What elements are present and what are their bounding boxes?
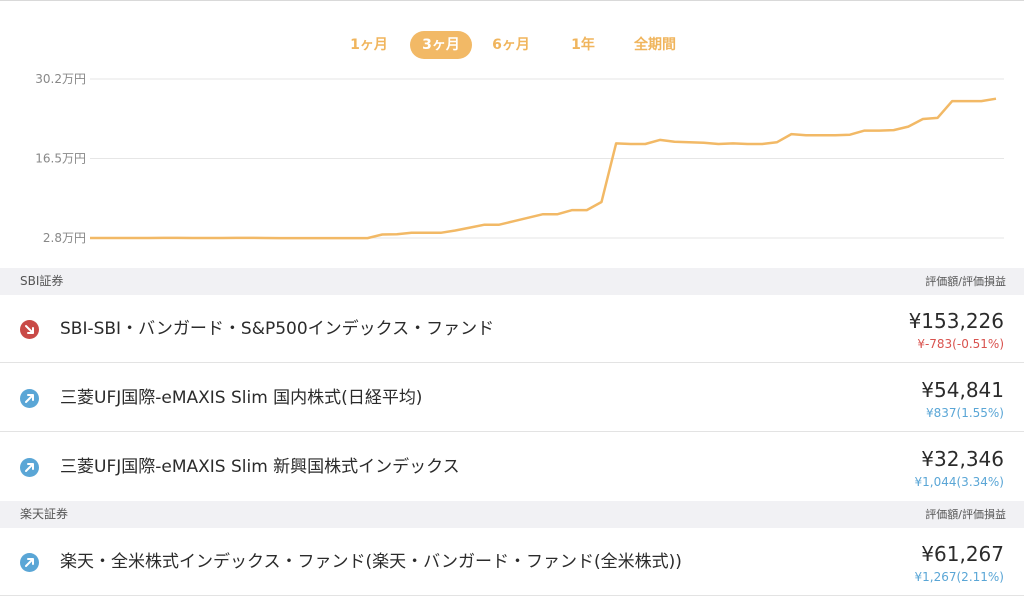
section-header-sbi: SBI証券 評価額/評価損益: [0, 268, 1024, 295]
arrow-up-right-icon: [20, 458, 39, 477]
fund-row[interactable]: 三菱UFJ国際-eMAXIS Slim 新興国株式インデックス ¥32,346 …: [0, 433, 1024, 501]
arrow-up-right-icon: [20, 389, 39, 408]
fund-profit-loss: ¥837(1.55%): [925, 406, 1004, 420]
fund-amount: ¥61,267: [921, 542, 1004, 566]
tab-1-year[interactable]: 1年: [571, 37, 595, 53]
top-divider: [0, 0, 1024, 1]
fund-name: 三菱UFJ国際-eMAXIS Slim 国内株式(日経平均): [60, 388, 423, 408]
row-divider: [0, 431, 1024, 432]
fund-profit-loss: ¥1,044(3.34%): [914, 475, 1004, 489]
fund-row[interactable]: 楽天・全米株式インデックス・ファンド(楽天・バンガード・ファンド(全米株式)) …: [0, 528, 1024, 596]
fund-name: SBI-SBI・バンガード・S&P500インデックス・ファンド: [60, 319, 495, 339]
tab-1-month[interactable]: 1ヶ月: [350, 37, 388, 53]
series-line: [90, 97, 997, 240]
fund-name: 楽天・全米株式インデックス・ファンド(楽天・バンガード・ファンド(全米株式)): [60, 552, 682, 572]
fund-profit-loss: ¥1,267(2.11%): [914, 570, 1004, 584]
fund-amount: ¥153,226: [908, 309, 1004, 333]
fund-amount: ¥54,841: [921, 378, 1004, 402]
column-hint: 評価額/評価損益: [925, 508, 1006, 521]
column-hint: 評価額/評価損益: [925, 275, 1006, 288]
fund-name: 三菱UFJ国際-eMAXIS Slim 新興国株式インデックス: [60, 457, 460, 477]
arrow-down-right-icon: [20, 320, 39, 339]
tab-3-months[interactable]: 3ヶ月: [410, 31, 472, 59]
fund-row[interactable]: SBI-SBI・バンガード・S&P500インデックス・ファンド ¥153,226…: [0, 295, 1024, 363]
y-tick-label: 2.8万円: [43, 231, 86, 245]
arrow-up-right-icon: [20, 553, 39, 572]
section-header-rakuten: 楽天証券 評価額/評価損益: [0, 501, 1024, 528]
chart-svg: 30.2万円 16.5万円 2.8万円: [35, 72, 1004, 245]
row-divider: [0, 362, 1024, 363]
fund-amount: ¥32,346: [921, 447, 1004, 471]
tab-all-time[interactable]: 全期間: [634, 37, 676, 53]
fund-profit-loss: ¥-783(-0.51%): [917, 337, 1004, 351]
asset-line-chart: 30.2万円 16.5万円 2.8万円: [0, 60, 1024, 265]
row-divider: [0, 595, 1024, 596]
section-title: 楽天証券: [20, 507, 69, 521]
section-title: SBI証券: [20, 274, 64, 288]
y-tick-label: 30.2万円: [35, 72, 86, 86]
y-tick-label: 16.5万円: [35, 152, 86, 166]
fund-row[interactable]: 三菱UFJ国際-eMAXIS Slim 国内株式(日経平均) ¥54,841 ¥…: [0, 364, 1024, 432]
period-tabs: 1ヶ月 3ヶ月 6ヶ月 1年 全期間: [0, 31, 1024, 59]
tab-6-months[interactable]: 6ヶ月: [492, 37, 530, 53]
